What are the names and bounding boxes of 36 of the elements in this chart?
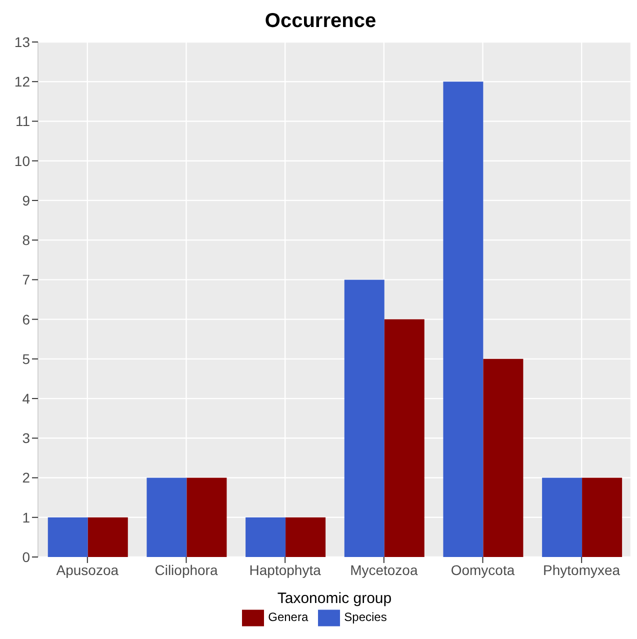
y-tick-label: 3 bbox=[22, 430, 30, 446]
chart-title: Occurrence bbox=[264, 9, 378, 34]
bar bbox=[48, 517, 88, 557]
bar bbox=[542, 478, 582, 557]
bar bbox=[384, 319, 424, 557]
y-tick-label: 13 bbox=[14, 34, 30, 50]
x-tick-label: Apusozoa bbox=[56, 562, 119, 578]
y-tick-label: 1 bbox=[22, 509, 30, 526]
legend-label: Genera bbox=[268, 610, 308, 624]
y-tick-label: 11 bbox=[15, 113, 30, 130]
y-tick-label: 0 bbox=[22, 548, 30, 565]
bar bbox=[582, 478, 622, 557]
bar bbox=[186, 478, 227, 557]
bar bbox=[483, 358, 524, 557]
y-tick-label: 5 bbox=[22, 350, 30, 367]
bar bbox=[344, 280, 384, 557]
y-tick-label: 12 bbox=[14, 74, 30, 90]
bar bbox=[443, 82, 484, 557]
y-tick-label: 6 bbox=[22, 311, 30, 328]
x-tick-label: Mycetozoa bbox=[350, 562, 418, 578]
x-tick-label: Ciliophora bbox=[154, 562, 218, 578]
y-tick-label: 7 bbox=[22, 272, 30, 288]
bar bbox=[146, 478, 187, 557]
bar bbox=[286, 517, 326, 557]
x-axis-title: Taxonomic group bbox=[277, 590, 392, 607]
x-tick-label: Oomycota bbox=[450, 562, 515, 578]
bar bbox=[88, 517, 128, 557]
bar bbox=[246, 517, 286, 557]
x-tick-label: Haptophyta bbox=[249, 562, 322, 578]
y-tick-label: 10 bbox=[14, 152, 30, 169]
x-tick-label: Phytomyxea bbox=[543, 562, 620, 578]
y-tick-label: 9 bbox=[22, 192, 30, 208]
y-tick-label: 8 bbox=[22, 232, 30, 248]
y-tick-label: 2 bbox=[22, 470, 30, 486]
y-tick-label: 4 bbox=[22, 390, 30, 407]
legend-label: Species bbox=[344, 610, 387, 624]
